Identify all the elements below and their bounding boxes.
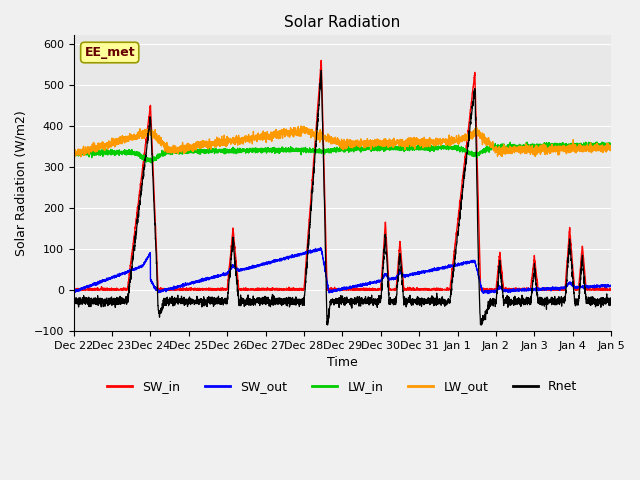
LW_in <box>410 145 417 151</box>
SW_out <box>143 255 151 261</box>
Rnet <box>323 322 331 327</box>
LW_out <box>410 141 418 147</box>
Rnet <box>70 296 77 301</box>
Legend: SW_in, SW_out, LW_in, LW_out, Rnet: SW_in, SW_out, LW_in, LW_out, Rnet <box>102 375 582 398</box>
X-axis label: Time: Time <box>327 356 358 369</box>
LW_in <box>422 145 430 151</box>
LW_out <box>70 149 77 155</box>
SW_in <box>504 287 511 292</box>
LW_in <box>607 142 615 147</box>
Rnet <box>317 68 325 73</box>
LW_in <box>354 145 362 151</box>
Line: LW_out: LW_out <box>74 126 611 157</box>
Line: LW_in: LW_in <box>74 142 611 163</box>
SW_in <box>601 287 609 293</box>
SW_in <box>70 287 77 292</box>
LW_in <box>143 158 151 164</box>
Text: EE_met: EE_met <box>84 46 135 59</box>
LW_out <box>298 123 305 129</box>
LW_in <box>601 142 609 147</box>
Y-axis label: Solar Radiation (W/m2): Solar Radiation (W/m2) <box>15 110 28 256</box>
SW_in <box>410 287 418 293</box>
Rnet <box>410 299 418 305</box>
Title: Solar Radiation: Solar Radiation <box>284 15 401 30</box>
SW_in <box>422 287 430 293</box>
SW_out <box>601 282 609 288</box>
LW_in <box>593 139 601 145</box>
SW_in <box>607 287 615 293</box>
LW_out <box>504 150 511 156</box>
SW_out <box>484 291 492 297</box>
Line: SW_out: SW_out <box>74 248 611 294</box>
Rnet <box>607 299 615 304</box>
LW_out <box>143 133 151 139</box>
Line: SW_in: SW_in <box>74 60 611 290</box>
SW_in <box>354 287 362 292</box>
Rnet <box>354 298 362 304</box>
LW_in <box>503 144 511 150</box>
SW_in <box>143 127 151 132</box>
SW_out <box>317 245 324 251</box>
SW_out <box>422 268 430 274</box>
Line: Rnet: Rnet <box>74 71 611 324</box>
LW_out <box>607 143 615 149</box>
Rnet <box>422 299 430 304</box>
SW_out <box>70 290 77 296</box>
SW_out <box>410 271 417 277</box>
SW_out <box>354 284 362 289</box>
SW_out <box>504 287 511 293</box>
LW_out <box>601 146 609 152</box>
LW_out <box>70 155 78 160</box>
LW_out <box>422 141 430 146</box>
LW_out <box>354 142 362 147</box>
Rnet <box>601 298 609 304</box>
LW_in <box>70 151 77 157</box>
SW_out <box>607 282 615 288</box>
Rnet <box>504 296 511 302</box>
Rnet <box>143 141 151 147</box>
LW_in <box>147 160 155 166</box>
SW_in <box>70 287 77 293</box>
SW_in <box>317 58 325 63</box>
